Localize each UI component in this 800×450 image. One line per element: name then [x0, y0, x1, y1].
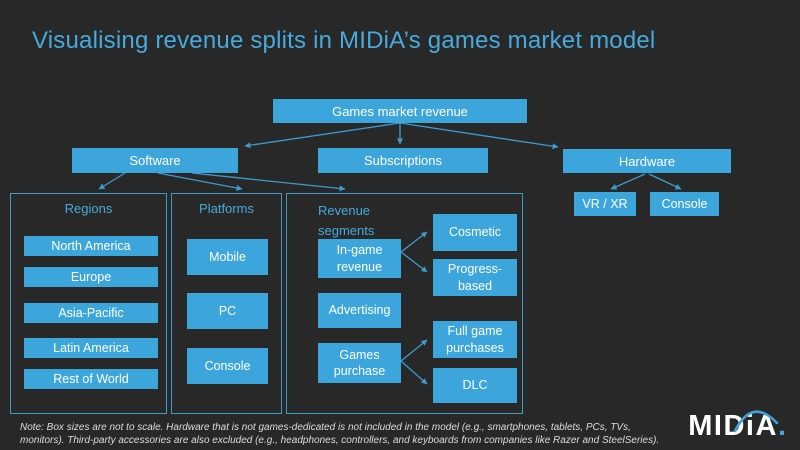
revenue-sub-item: Full game purchases — [433, 321, 517, 358]
logo-dot: . — [777, 410, 786, 442]
group-revenue-segments: Revenue segments In-game revenue Adverti… — [286, 193, 523, 414]
region-item: North America — [24, 236, 158, 256]
platform-item: Mobile — [187, 239, 268, 275]
region-item: Rest of World — [24, 369, 158, 389]
group-regions-label: Regions — [64, 201, 113, 216]
logo-text: MIDiA — [688, 410, 778, 442]
midia-logo: MIDiA. — [688, 410, 786, 446]
node-subscriptions: Subscriptions — [318, 148, 488, 173]
revenue-sub-item: DLC — [433, 368, 517, 403]
node-vr-xr: VR / XR — [574, 192, 636, 216]
logo-arc-icon — [733, 410, 779, 433]
node-games-market-revenue: Games market revenue — [273, 99, 527, 123]
revenue-segment-item: Games purchase — [318, 343, 401, 383]
region-item: Asia-Pacific — [24, 303, 158, 323]
revenue-sub-item: Cosmetic — [433, 214, 517, 251]
revenue-segment-item: In-game revenue — [318, 239, 401, 278]
page-title: Visualising revenue splits in MIDiA’s ga… — [32, 27, 656, 54]
footnote: Note: Box sizes are not to scale. Hardwa… — [20, 422, 660, 447]
platform-item: PC — [187, 293, 268, 329]
node-hardware-console: Console — [650, 192, 719, 216]
platform-item: Console — [187, 348, 268, 384]
group-platforms-label: Platforms — [199, 201, 254, 216]
node-hardware: Hardware — [563, 149, 731, 173]
group-regions: Regions North America Europe Asia-Pacifi… — [10, 193, 167, 414]
group-platforms: Platforms Mobile PC Console — [171, 193, 282, 414]
region-item: Latin America — [24, 338, 158, 358]
group-revenue-segments-label: Revenue segments — [318, 203, 375, 239]
revenue-segment-item: Advertising — [318, 293, 401, 328]
node-software: Software — [72, 148, 238, 173]
revenue-sub-item: Progress-based — [433, 259, 517, 296]
region-item: Europe — [24, 267, 158, 287]
